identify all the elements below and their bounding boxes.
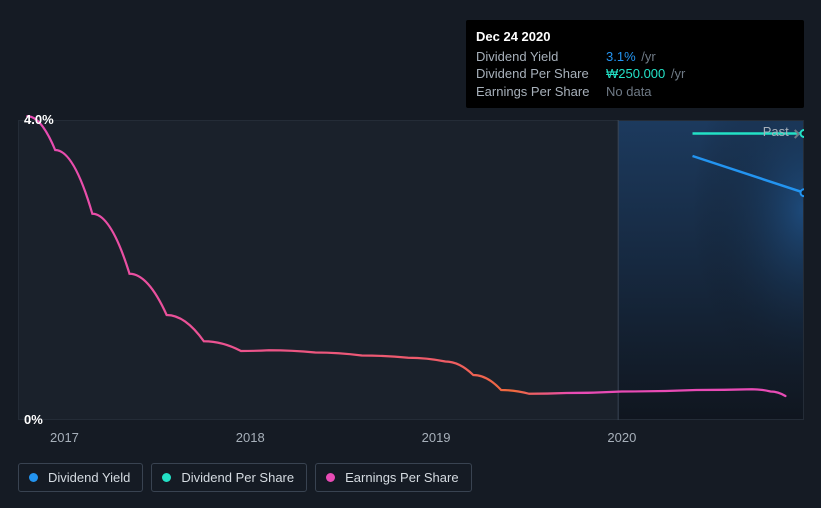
tooltip-value: No data — [606, 83, 652, 101]
past-label: Past — [763, 124, 789, 139]
legend-item-dividend-yield[interactable]: Dividend Yield — [18, 463, 143, 492]
legend-swatch — [326, 473, 335, 482]
legend-swatch — [29, 473, 38, 482]
tooltip-row: Dividend Yield3.1% /yr — [476, 48, 794, 66]
series-dividend-per-share-marker — [801, 130, 805, 137]
legend-label: Dividend Yield — [48, 470, 130, 485]
tooltip-row: Earnings Per ShareNo data — [476, 83, 794, 101]
x-axis-labels: 2017 2018 2019 2020 — [18, 430, 804, 450]
tooltip-value: 3.1% /yr — [606, 48, 656, 66]
tooltip-key: Dividend Per Share — [476, 65, 606, 83]
tooltip-key: Earnings Per Share — [476, 83, 606, 101]
x-tick-label: 2019 — [422, 430, 451, 445]
series-dividend-yield-marker — [801, 189, 805, 196]
tooltip-key: Dividend Yield — [476, 48, 606, 66]
tooltip-value: ₩250.000 /yr — [606, 65, 685, 83]
legend-item-dividend-per-share[interactable]: Dividend Per Share — [151, 463, 307, 492]
legend-label: Earnings Per Share — [345, 470, 458, 485]
legend-item-earnings-per-share[interactable]: Earnings Per Share — [315, 463, 471, 492]
tooltip-row: Dividend Per Share₩250.000 /yr — [476, 65, 794, 83]
x-tick-label: 2017 — [50, 430, 79, 445]
tooltip-date: Dec 24 2020 — [476, 28, 794, 46]
legend-label: Dividend Per Share — [181, 470, 294, 485]
legend-swatch — [162, 473, 171, 482]
x-tick-label: 2020 — [607, 430, 636, 445]
y-tick-label: 0% — [24, 412, 43, 427]
tooltip-panel: Dec 24 2020 Dividend Yield3.1% /yrDivide… — [466, 20, 804, 108]
legend: Dividend Yield Dividend Per Share Earnings… — [18, 463, 472, 492]
x-tick-label: 2018 — [236, 430, 265, 445]
y-tick-label: 4.0% — [24, 112, 54, 127]
